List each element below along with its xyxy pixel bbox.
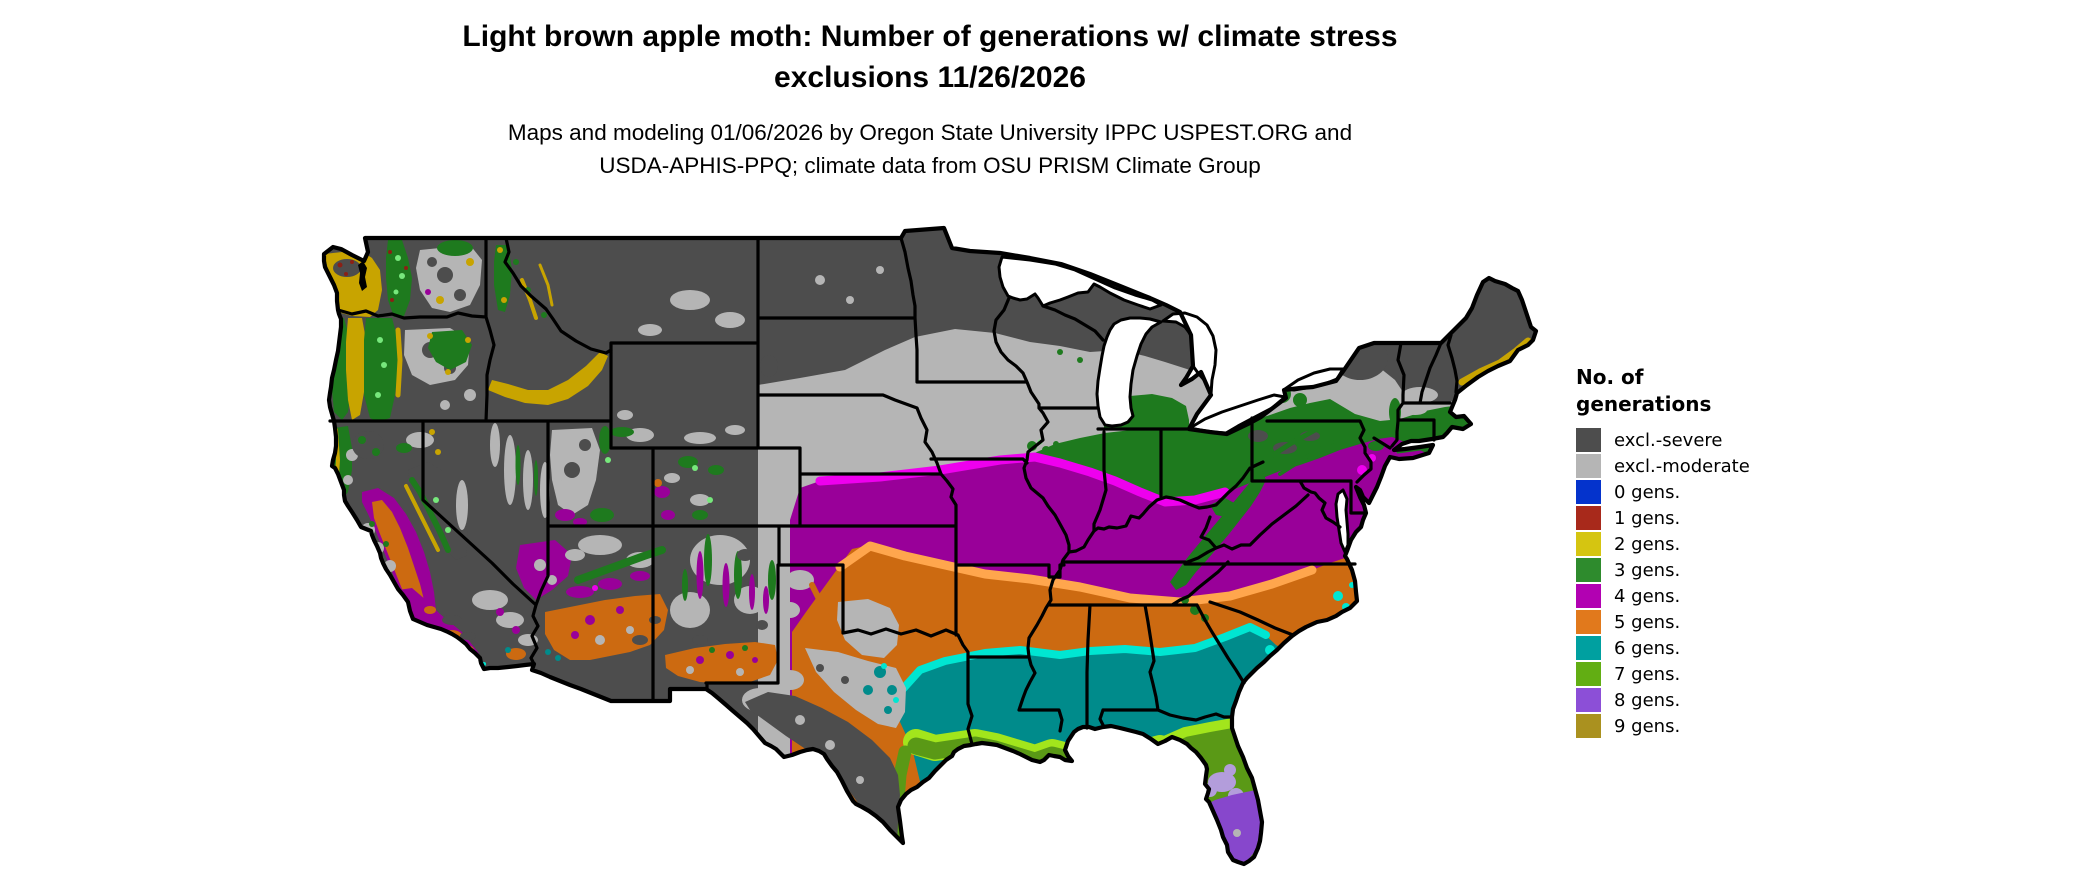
legend-swatch [1576,662,1601,686]
legend-swatch [1576,584,1601,608]
lake-michigan [1095,316,1163,428]
legend-item: 0 gens. [1576,480,1750,504]
legend-swatch [1576,532,1601,556]
legend-title-line2: generations [1576,392,1712,416]
legend-label: 1 gens. [1614,507,1681,529]
legend-title-line1: No. of [1576,365,1644,389]
legend-label: 5 gens. [1614,611,1681,633]
legend-label: 7 gens. [1614,663,1681,685]
legend-item: 7 gens. [1576,662,1750,686]
state-borders [328,236,1459,746]
legend-item: 9 gens. [1576,714,1750,738]
legend-swatch [1576,506,1601,530]
legend-label: excl.-moderate [1614,455,1750,477]
legend-label: excl.-severe [1614,429,1723,451]
legend-swatch [1576,714,1601,738]
legend-swatch [1576,558,1601,582]
legend-swatch [1576,610,1601,634]
legend-item: 5 gens. [1576,610,1750,634]
legend-label: 0 gens. [1614,481,1681,503]
map-title: Light brown apple moth: Number of genera… [0,16,1860,98]
legend-label: 9 gens. [1614,715,1681,737]
legend-swatch [1576,480,1601,504]
legend-label: 4 gens. [1614,585,1681,607]
legend-item: 3 gens. [1576,558,1750,582]
legend-label: 6 gens. [1614,637,1681,659]
great-lakes [358,255,1350,554]
map-title-line1: Light brown apple moth: Number of genera… [462,20,1398,53]
legend: No. of generations excl.-severe excl.-mo… [1576,364,1750,740]
legend-item: 8 gens. [1576,688,1750,712]
legend-item: 4 gens. [1576,584,1750,608]
legend-item: 1 gens. [1576,506,1750,530]
lake-superior [997,255,1163,311]
legend-item: 6 gens. [1576,636,1750,660]
us-outline [321,225,1539,867]
legend-swatch [1576,428,1601,452]
legend-item: excl.-severe [1576,428,1750,452]
map-subtitle-line2: USDA-APHIS-PPQ; climate data from OSU PR… [599,153,1261,178]
legend-swatch [1576,636,1601,660]
legend-swatch [1576,454,1601,478]
legend-label: 3 gens. [1614,559,1681,581]
legend-title: No. of generations [1576,364,1750,418]
legend-item: 2 gens. [1576,532,1750,556]
map-title-line2: exclusions 11/26/2026 [774,61,1086,94]
puget-sound [358,261,367,291]
legend-swatch [1576,688,1601,712]
map-subtitle: Maps and modeling 01/06/2026 by Oregon S… [0,116,1860,182]
map-subtitle-line1: Maps and modeling 01/06/2026 by Oregon S… [507,120,1353,145]
legend-item: excl.-moderate [1576,454,1750,478]
legend-label: 8 gens. [1614,689,1681,711]
map-color-regions [324,228,1536,864]
legend-label: 2 gens. [1614,533,1681,555]
